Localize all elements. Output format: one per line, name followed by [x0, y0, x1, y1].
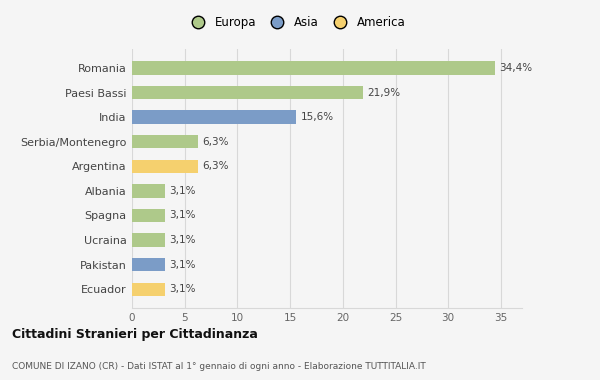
Text: Cittadini Stranieri per Cittadinanza: Cittadini Stranieri per Cittadinanza [12, 328, 258, 341]
Text: 3,1%: 3,1% [169, 260, 196, 270]
Text: 34,4%: 34,4% [499, 63, 532, 73]
Text: 21,9%: 21,9% [367, 87, 400, 98]
Bar [132, 160, 199, 173]
Bar [132, 61, 494, 75]
Text: 3,1%: 3,1% [169, 211, 196, 220]
Bar [132, 233, 164, 247]
Text: 6,3%: 6,3% [203, 137, 229, 147]
Bar [132, 282, 164, 296]
Text: 6,3%: 6,3% [203, 161, 229, 171]
Text: 3,1%: 3,1% [169, 284, 196, 294]
Text: 3,1%: 3,1% [169, 186, 196, 196]
Text: COMUNE DI IZANO (CR) - Dati ISTAT al 1° gennaio di ogni anno - Elaborazione TUTT: COMUNE DI IZANO (CR) - Dati ISTAT al 1° … [12, 362, 426, 370]
Legend: Europa, Asia, America: Europa, Asia, America [184, 14, 407, 32]
Bar [132, 135, 199, 149]
Bar [132, 110, 296, 124]
Bar [132, 184, 164, 198]
Bar [132, 258, 164, 271]
Text: 15,6%: 15,6% [301, 112, 334, 122]
Bar [132, 86, 363, 99]
Text: 3,1%: 3,1% [169, 235, 196, 245]
Bar [132, 209, 164, 222]
